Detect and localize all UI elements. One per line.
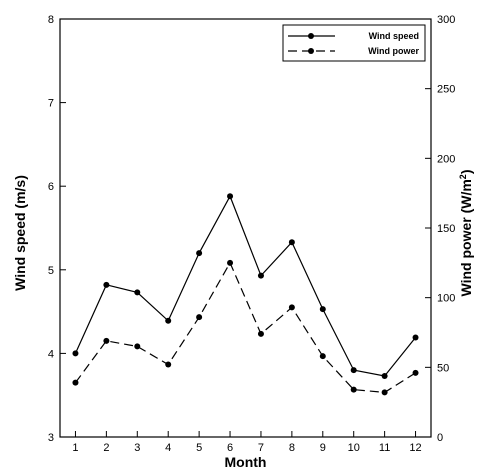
right-y-tick-label: 100 bbox=[437, 293, 455, 305]
data-point-wind-speed bbox=[350, 367, 357, 374]
right-y-axis-title-main: Wind power (W/m bbox=[458, 179, 474, 296]
data-point-wind-speed bbox=[381, 372, 388, 379]
right-y-axis-title: Wind power (W/m2) bbox=[458, 170, 474, 297]
data-point-wind-speed bbox=[196, 250, 203, 257]
left-y-axis-title: Wind speed (m/s) bbox=[12, 175, 28, 291]
legend-label-wind-speed: Wind speed bbox=[369, 31, 419, 41]
right-y-tick-label: 0 bbox=[437, 432, 443, 444]
left-y-tick-label: 6 bbox=[48, 181, 54, 193]
x-tick-label: 3 bbox=[134, 442, 140, 454]
data-point-wind-speed bbox=[134, 289, 141, 296]
data-point-wind-speed bbox=[165, 317, 172, 324]
x-tick-label: 9 bbox=[320, 442, 326, 454]
chart-marks bbox=[72, 193, 419, 396]
x-tick-label: 8 bbox=[289, 442, 295, 454]
series-line-wind-power bbox=[74, 261, 416, 394]
legend-box bbox=[282, 24, 426, 62]
right-y-tick-label: 50 bbox=[437, 362, 449, 374]
left-y-tick-label: 8 bbox=[48, 14, 54, 26]
x-tick-label: 5 bbox=[196, 442, 202, 454]
x-tick-label: 11 bbox=[379, 442, 390, 454]
data-point-wind-power bbox=[196, 314, 203, 321]
left-y-tick-label: 4 bbox=[48, 348, 54, 360]
x-tick-label: 4 bbox=[165, 442, 171, 454]
left-y-tick-label: 5 bbox=[48, 265, 54, 277]
data-point-wind-speed bbox=[319, 306, 326, 313]
series-line-wind-speed bbox=[74, 194, 417, 377]
data-point-wind-speed bbox=[227, 193, 234, 200]
x-axis-title: Month bbox=[225, 454, 267, 470]
data-point-wind-speed bbox=[257, 272, 264, 279]
left-y-tick-label: 7 bbox=[48, 98, 54, 110]
data-point-wind-speed bbox=[103, 281, 110, 288]
data-point-wind-power bbox=[350, 386, 357, 393]
legend-marker-wind-power bbox=[308, 48, 314, 54]
right-y-tick-label: 300 bbox=[437, 14, 455, 26]
data-point-wind-speed bbox=[412, 334, 419, 341]
data-point-wind-power bbox=[227, 259, 234, 266]
data-point-wind-power bbox=[319, 353, 326, 360]
x-tick-label: 2 bbox=[103, 442, 109, 454]
x-tick-label: 10 bbox=[348, 442, 360, 454]
data-point-wind-power bbox=[165, 361, 172, 368]
data-point-wind-power bbox=[381, 389, 388, 396]
x-tick-label: 12 bbox=[409, 442, 421, 454]
data-point-wind-power bbox=[134, 343, 141, 350]
data-point-wind-speed bbox=[72, 350, 79, 357]
data-point-wind-power bbox=[288, 304, 295, 311]
right-y-tick-label: 200 bbox=[437, 153, 455, 165]
data-point-wind-power bbox=[103, 337, 110, 344]
right-y-tick-label: 150 bbox=[437, 223, 455, 235]
legend-label-wind-power: Wind power bbox=[368, 46, 419, 56]
right-y-axis-title-superscript: 2 bbox=[458, 174, 468, 179]
data-point-wind-power bbox=[72, 379, 79, 386]
legend: Wind speed Wind power bbox=[282, 24, 426, 62]
x-tick-label: 6 bbox=[227, 442, 233, 454]
left-y-tick-label: 3 bbox=[48, 432, 54, 444]
legend-marker-wind-speed bbox=[308, 33, 314, 39]
x-tick-label: 7 bbox=[258, 442, 264, 454]
right-y-tick-label: 250 bbox=[437, 84, 455, 96]
x-tick-label: 1 bbox=[72, 442, 78, 454]
data-point-wind-power bbox=[412, 369, 419, 376]
right-y-axis-title-close: ) bbox=[458, 170, 474, 175]
data-point-wind-speed bbox=[288, 239, 295, 246]
data-point-wind-power bbox=[257, 330, 264, 337]
